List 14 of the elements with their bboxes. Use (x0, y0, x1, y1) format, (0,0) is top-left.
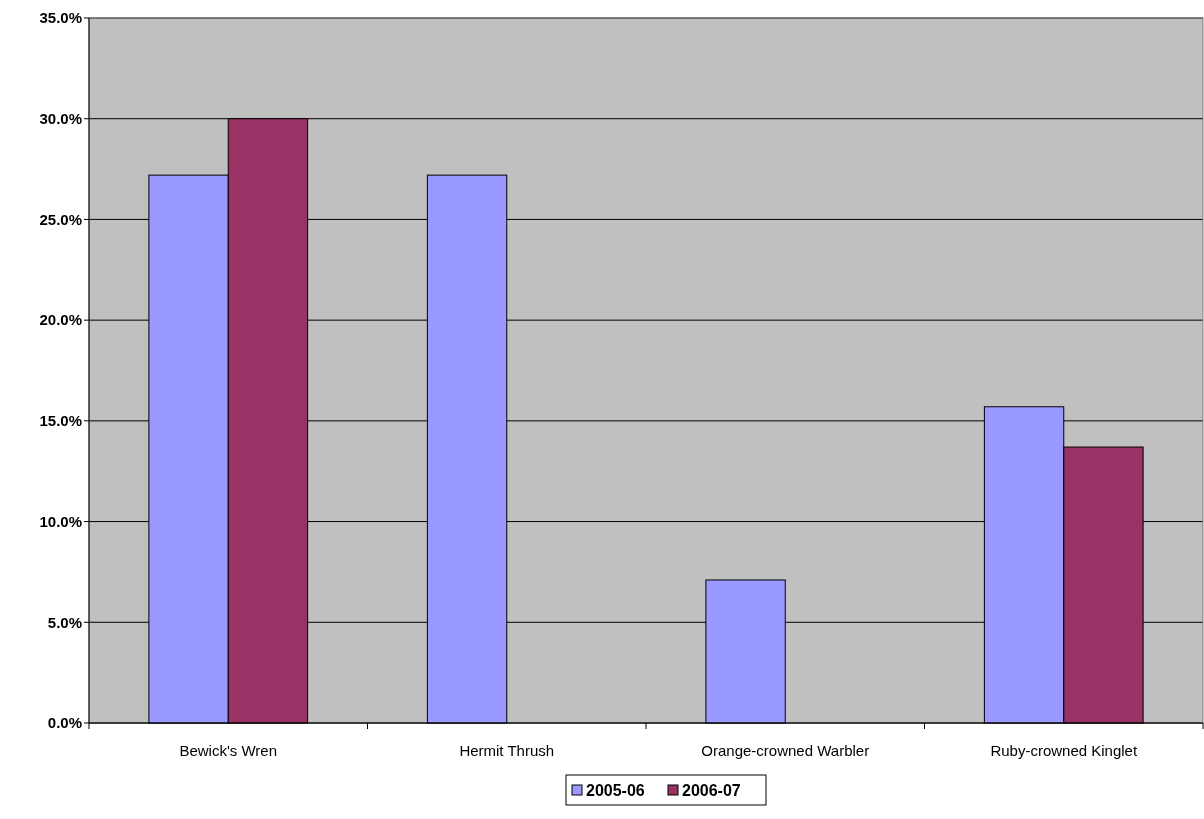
y-tick-label: 30.0% (39, 109, 82, 127)
y-tick-label: 20.0% (39, 311, 82, 329)
y-tick-label: 15.0% (39, 412, 82, 430)
y-tick-label: 0.0% (47, 714, 82, 732)
x-tick-label: Orange-crowned Warbler (701, 742, 870, 759)
legend-label: 2005-06 (586, 781, 645, 799)
x-tick-label: Bewick's Wren (179, 742, 278, 759)
y-tick-label: 25.0% (39, 210, 82, 228)
y-tick-label: 5.0% (47, 613, 82, 631)
x-tick-label: Hermit Thrush (459, 742, 555, 759)
x-tick-label: Ruby-crowned Kinglet (990, 742, 1138, 759)
y-tick-label: 35.0% (39, 9, 82, 27)
legend-label: 2006-07 (682, 781, 741, 799)
y-tick-label: 10.0% (39, 512, 82, 530)
